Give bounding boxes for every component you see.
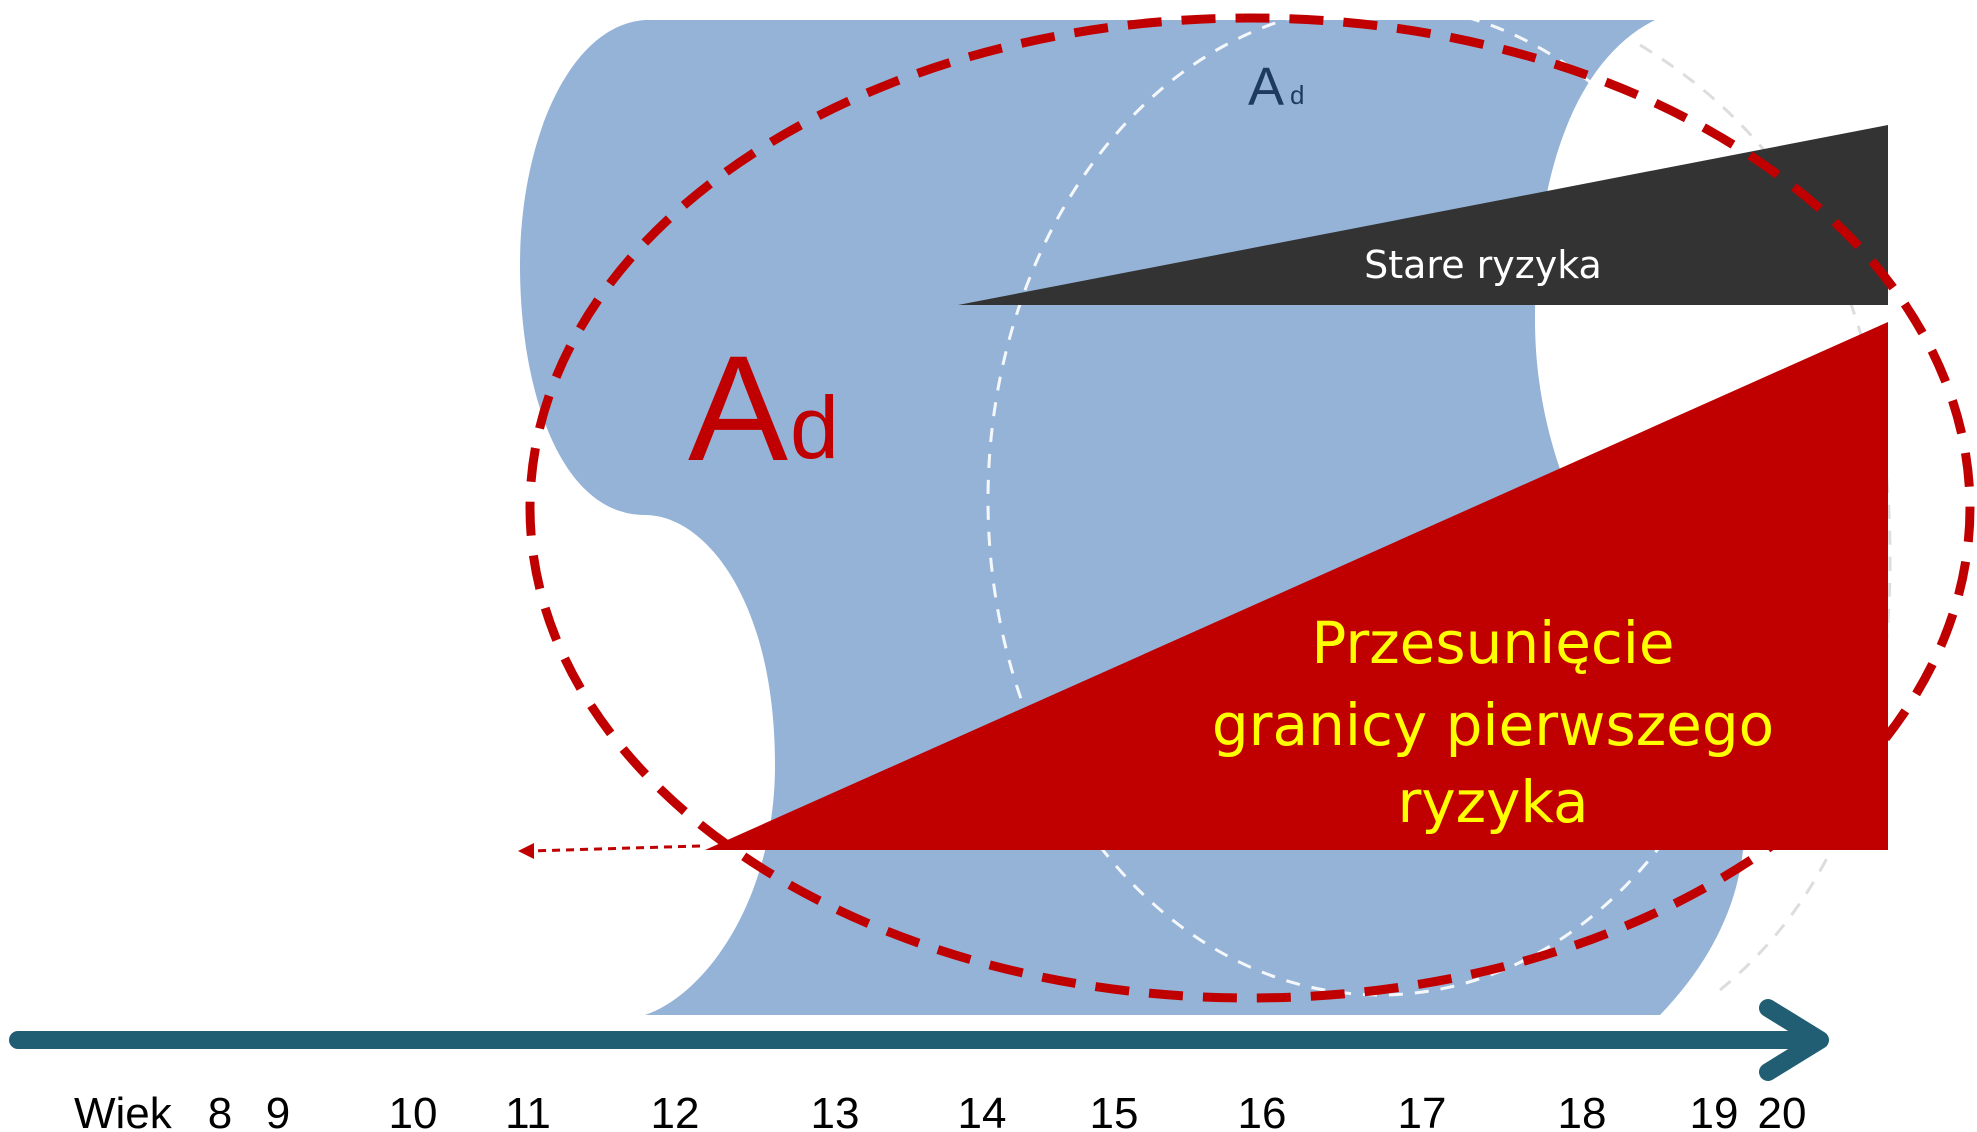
tick-16: 16 <box>1238 1089 1287 1132</box>
tick-14: 14 <box>958 1089 1007 1132</box>
svg-text:A: A <box>1248 57 1284 117</box>
tick-19: 19 <box>1690 1089 1739 1132</box>
tick-10: 10 <box>389 1089 438 1132</box>
tick-12: 12 <box>651 1089 700 1132</box>
tick-8: 8 <box>208 1089 232 1132</box>
age-axis-labels: Wiek 8 9 10 11 12 13 14 15 16 17 18 19 2… <box>74 1089 1806 1132</box>
shift-direction-arrow <box>518 843 701 859</box>
red-dashed-ellipse <box>525 13 1975 1003</box>
svg-text:A: A <box>688 324 788 492</box>
svg-text:granicy pierwszego: granicy pierwszego <box>1212 691 1774 759</box>
first-risk-shift-wedge <box>705 322 1888 850</box>
svg-text:ryzyka: ryzyka <box>1397 768 1588 836</box>
tick-17: 17 <box>1398 1089 1447 1132</box>
svg-text:d: d <box>790 378 839 477</box>
first-risk-shift-label: Przesunięcie granicy pierwszego ryzyka <box>1212 609 1774 836</box>
tick-20: 20 <box>1758 1089 1807 1132</box>
tick-9: 9 <box>266 1089 290 1132</box>
svg-text:d: d <box>1290 80 1304 110</box>
tick-15: 15 <box>1090 1089 1139 1132</box>
svg-text:Przesunięcie: Przesunięcie <box>1311 609 1674 677</box>
tick-11: 11 <box>505 1089 551 1132</box>
tick-18: 18 <box>1558 1089 1607 1132</box>
tick-13: 13 <box>811 1089 860 1132</box>
top-ad-label: A d <box>1248 57 1304 117</box>
old-risks-label: Stare ryzyka <box>1364 243 1602 287</box>
axis-title: Wiek <box>74 1089 173 1132</box>
big-ad-label: A d <box>688 324 839 492</box>
age-axis-arrow <box>9 999 1829 1081</box>
old-risks-wedge <box>958 125 1888 305</box>
